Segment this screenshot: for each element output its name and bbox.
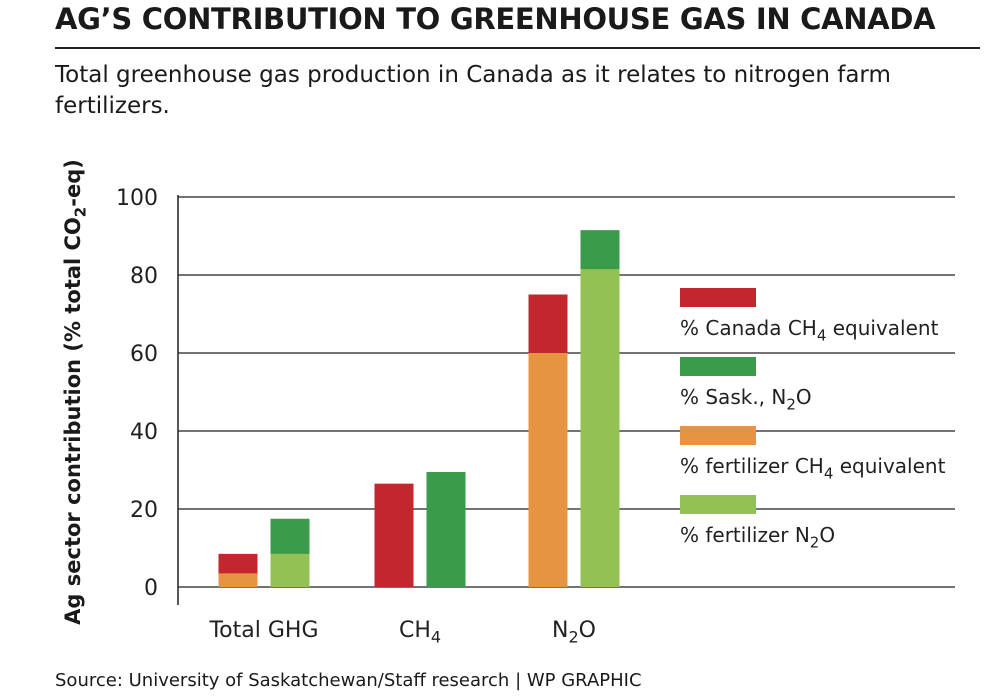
bar-1-2	[374, 483, 414, 587]
title-divider	[55, 47, 980, 49]
y-tick-label: 60	[130, 342, 158, 367]
legend-label-3: % fertilizer CH4 equivalent	[680, 454, 946, 482]
bar-3-3	[528, 353, 568, 587]
y-tick-label: 80	[130, 264, 158, 289]
legend-swatch-2	[680, 357, 756, 376]
legend-swatch-4	[680, 495, 756, 514]
y-tick-label: 100	[116, 186, 158, 211]
bar-3-1	[218, 573, 258, 587]
legend-swatch-3	[680, 426, 756, 445]
axes: 0 20 40 60 80 100 Ag sector contribution (% to…	[61, 159, 596, 646]
bar-4-3	[580, 269, 620, 587]
bars	[218, 230, 620, 587]
bar-2-2	[426, 471, 466, 587]
legend-label-2: % Sask., N2O	[680, 385, 812, 413]
bar-4-1	[270, 553, 310, 587]
chart-subtitle: Total greenhouse gas production in Canad…	[55, 62, 891, 119]
y-tick-label: 20	[130, 498, 158, 523]
x-tick-label: N2O	[552, 618, 596, 647]
legend-label-1: % Canada CH4 equivalent	[680, 316, 939, 344]
x-tick-label: Total GHG	[208, 618, 318, 643]
x-tick-label: CH4	[399, 618, 441, 647]
chart-title: AG’S CONTRIBUTION TO GREENHOUSE GAS IN C…	[55, 2, 936, 36]
legend-swatch-1	[680, 288, 756, 307]
y-tick-label: 0	[144, 576, 158, 601]
y-tick-label: 40	[130, 420, 158, 445]
legend-label-4: % fertilizer N2O	[680, 523, 835, 551]
y-axis-label: Ag sector contribution (% total CO2-eq)	[61, 159, 89, 625]
source-note: Source: University of Saskatchewan/Staff…	[55, 670, 642, 691]
legend: % Canada CH4 equivalent % Sask., N2O % fer…	[680, 288, 946, 551]
